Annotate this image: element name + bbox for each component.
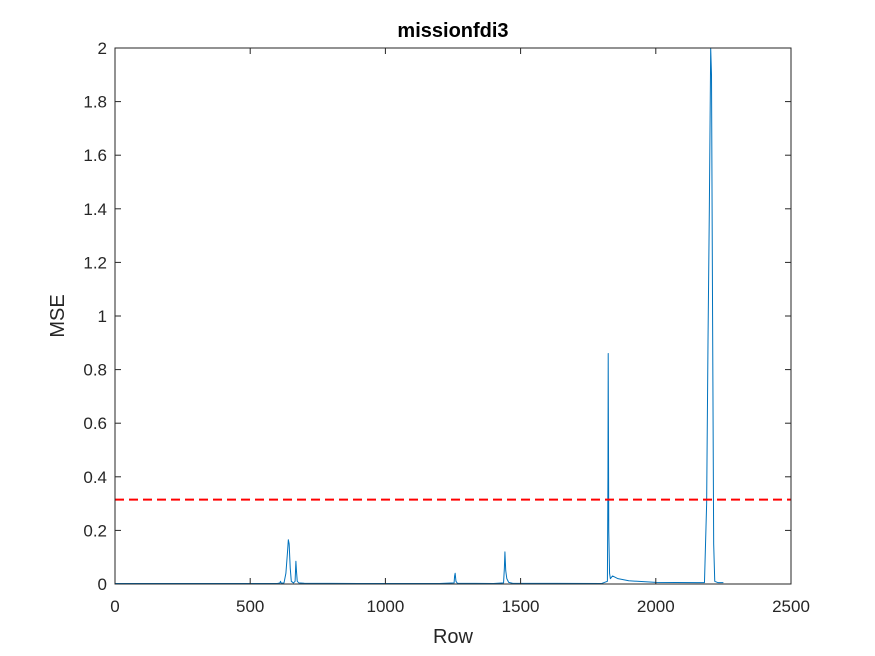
- y-axis-label: MSE: [47, 294, 69, 337]
- plot-area: 0 500 1000 1500 2000 2500 0 0.2 0.4 0.6 0.8 1 1.2 1.…: [83, 39, 810, 616]
- series-layer: [115, 47, 791, 584]
- y-tick-label: 0.6: [83, 414, 107, 433]
- y-tick-label: 1: [98, 307, 107, 326]
- chart-title: missionfdi3: [397, 20, 508, 42]
- axes-background: [115, 48, 791, 584]
- y-axis-ticks: 0 0.2 0.4 0.6 0.8 1 1.2 1.4 1.6 1.8 2: [83, 39, 791, 594]
- y-tick-label: 1.6: [83, 146, 107, 165]
- x-tick-label: 0: [110, 597, 119, 616]
- y-tick-label: 0.4: [83, 468, 107, 487]
- x-axis-ticks: 0 500 1000 1500 2000 2500: [110, 48, 810, 616]
- x-tick-label: 500: [236, 597, 264, 616]
- mse-series-line: [115, 47, 724, 584]
- x-tick-label: 1000: [366, 597, 404, 616]
- x-tick-label: 1500: [502, 597, 540, 616]
- y-tick-label: 2: [98, 39, 107, 58]
- x-axis-label: Row: [433, 626, 474, 648]
- y-tick-label: 1.8: [83, 93, 107, 112]
- y-tick-label: 1.4: [83, 200, 107, 219]
- y-tick-label: 1.2: [83, 253, 107, 272]
- y-tick-label: 0.8: [83, 361, 107, 380]
- y-tick-label: 0.2: [83, 521, 107, 540]
- x-tick-label: 2500: [772, 597, 810, 616]
- x-tick-label: 2000: [637, 597, 675, 616]
- y-tick-label: 0: [98, 575, 107, 594]
